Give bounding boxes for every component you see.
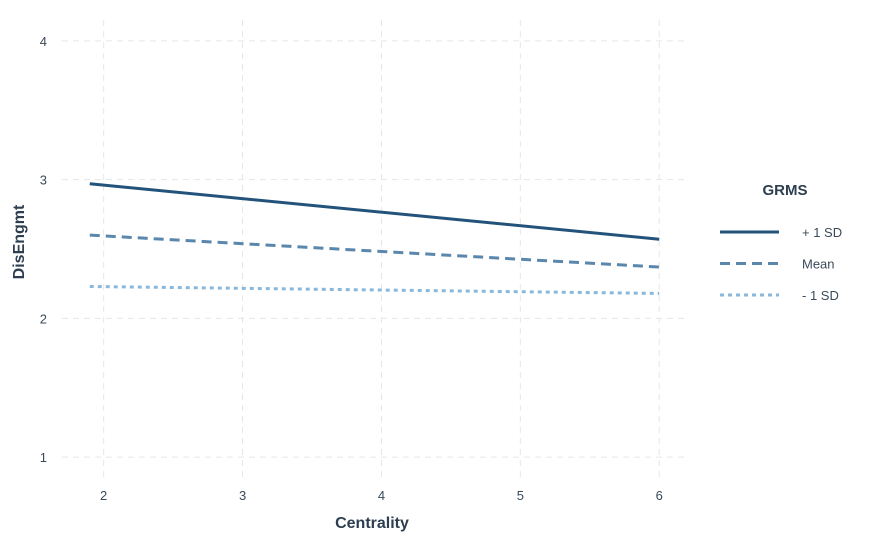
x-tick-label: 2 bbox=[100, 488, 107, 503]
legend-title: GRMS bbox=[763, 182, 808, 199]
y-tick-label: 2 bbox=[40, 311, 47, 326]
tick-labels: 2 3 4 5 6 1 2 3 4 bbox=[40, 34, 663, 503]
legend-label-0: + 1 SD bbox=[802, 225, 842, 240]
y-axis-title: DisEngmt bbox=[11, 204, 28, 279]
legend-items: + 1 SD Mean - 1 SD bbox=[720, 225, 842, 303]
y-tick-label: 3 bbox=[40, 173, 47, 188]
legend-label-2: - 1 SD bbox=[802, 288, 839, 303]
legend: GRMS + 1 SD Mean - 1 SD bbox=[720, 182, 842, 303]
grid bbox=[62, 20, 687, 478]
series-line-0 bbox=[89, 182, 660, 241]
x-tick-label: 5 bbox=[517, 488, 524, 503]
x-tick-label: 6 bbox=[656, 488, 663, 503]
y-tick-label: 1 bbox=[40, 450, 47, 465]
series-lines bbox=[89, 182, 660, 295]
x-tick-label: 4 bbox=[378, 488, 385, 503]
series-line-2 bbox=[89, 284, 660, 295]
y-tick-label: 4 bbox=[40, 34, 47, 49]
x-tick-label: 3 bbox=[239, 488, 246, 503]
series-line-1 bbox=[89, 233, 660, 269]
x-axis-title: Centrality bbox=[335, 515, 409, 532]
legend-label-1: Mean bbox=[802, 257, 835, 272]
